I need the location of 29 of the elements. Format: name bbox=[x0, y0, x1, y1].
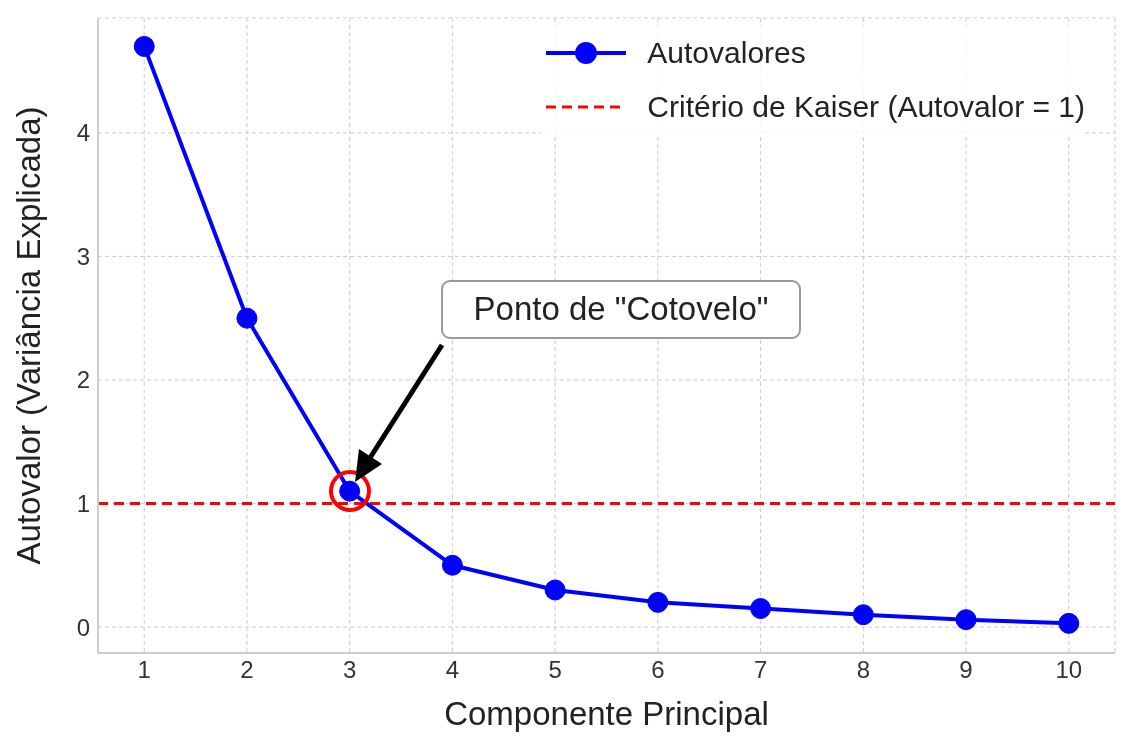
x-tick-label: 10 bbox=[1055, 656, 1083, 684]
annotation: Ponto de "Cotovelo" bbox=[473, 290, 769, 327]
point bbox=[1058, 612, 1080, 634]
y-tick-label: 4 bbox=[76, 119, 90, 147]
point bbox=[236, 307, 258, 329]
x-tick-label: 9 bbox=[959, 656, 973, 684]
x-tick-label: 8 bbox=[856, 656, 870, 684]
point bbox=[441, 554, 463, 576]
x-axis-title: Componente Principal bbox=[444, 695, 769, 732]
legend-label: Autovalores bbox=[647, 36, 806, 70]
x-tick-label: 5 bbox=[548, 656, 562, 684]
x-tick-label: 2 bbox=[240, 656, 254, 684]
x-tick-label: 4 bbox=[445, 656, 460, 684]
y-axis-title: Autovalor (Variância Explicada) bbox=[9, 106, 47, 565]
y-tick-label: 1 bbox=[76, 490, 90, 518]
y-tick-label: 3 bbox=[76, 242, 90, 270]
y-tick-label: 0 bbox=[76, 613, 90, 641]
x-tick-label: 3 bbox=[343, 656, 357, 684]
x-tick-label: 7 bbox=[753, 656, 768, 684]
x-tick-label: 6 bbox=[651, 656, 665, 684]
point bbox=[544, 579, 566, 601]
point bbox=[647, 591, 669, 613]
point bbox=[750, 598, 772, 620]
legend-label: Critério de Kaiser (Autovalor = 1) bbox=[647, 90, 1085, 124]
x-tick-label: 1 bbox=[137, 656, 151, 684]
y-tick-label: 2 bbox=[76, 366, 90, 394]
point bbox=[133, 35, 155, 57]
point bbox=[852, 604, 874, 626]
point bbox=[955, 609, 977, 631]
